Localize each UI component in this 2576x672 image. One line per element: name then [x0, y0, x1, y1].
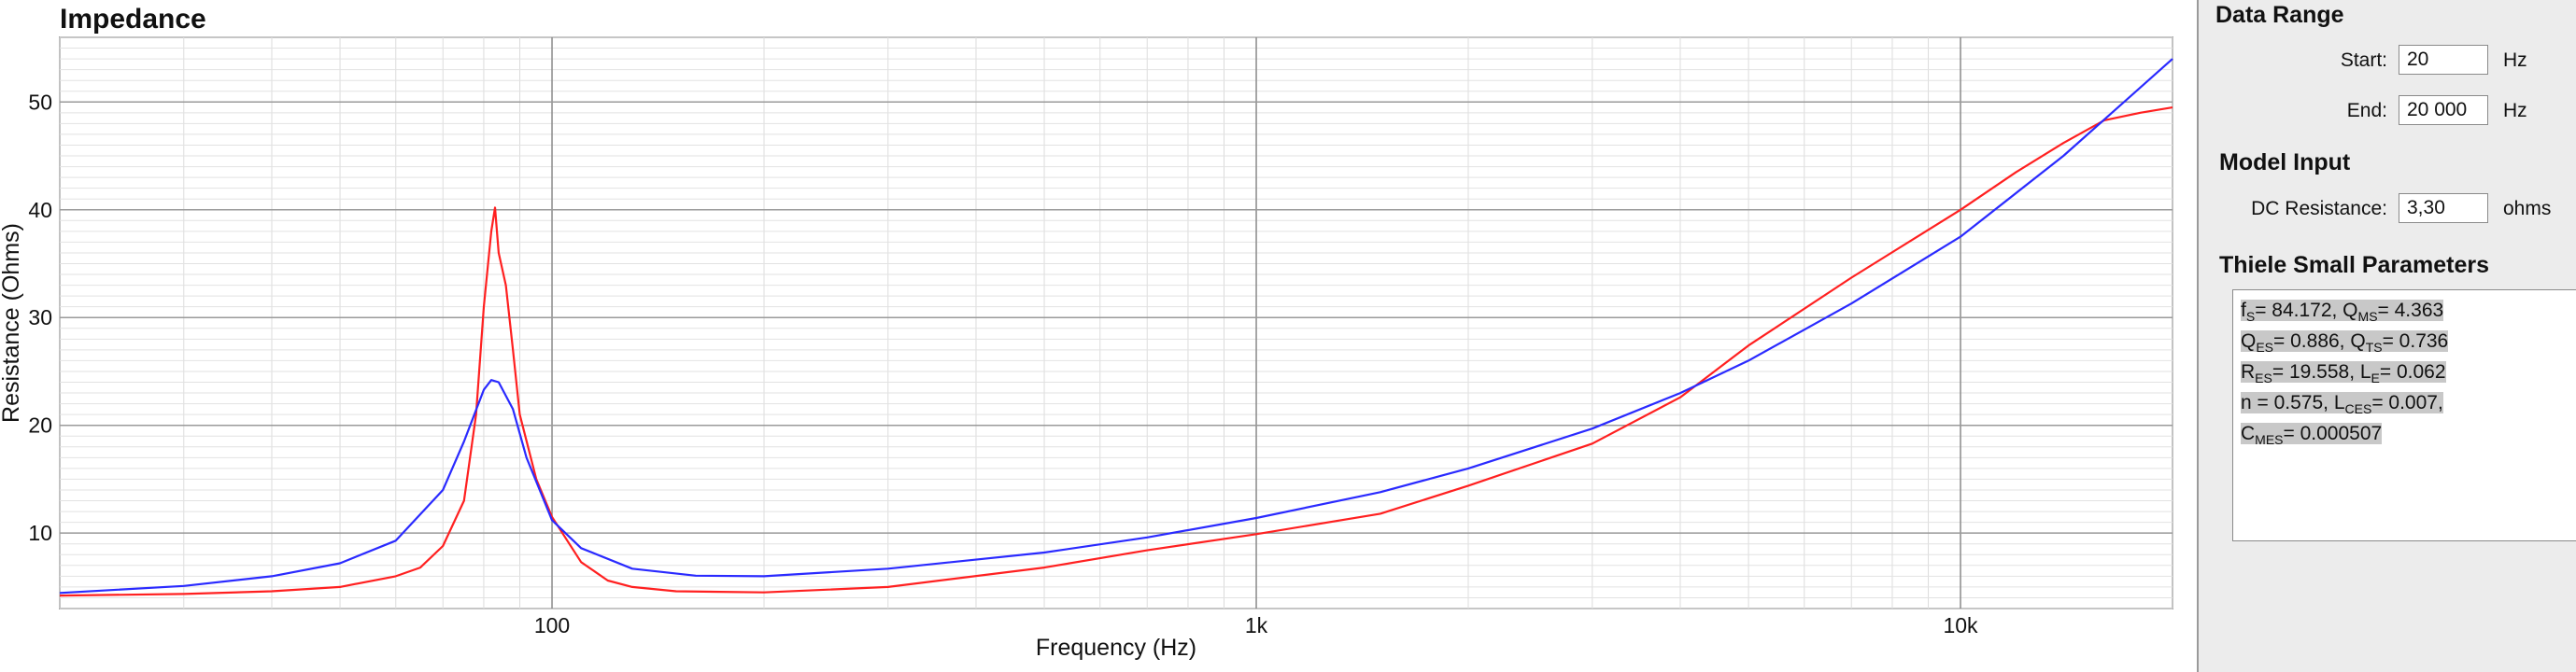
grid — [59, 36, 2173, 609]
x-axis-label: Frequency (Hz) — [1036, 635, 1196, 661]
chart-title: Impedance — [60, 4, 206, 35]
ts-param-line: CMES= 0.000507 — [2241, 418, 2576, 449]
data-range-title: Data Range — [2215, 2, 2344, 28]
x-tick-label: 1k — [1245, 613, 1268, 637]
ts-param-text: fS= 84.172, QMS= 4.363 — [2241, 300, 2444, 324]
ts-param-text: CMES= 0.000507 — [2241, 423, 2383, 447]
y-tick-label: 10 — [28, 521, 52, 545]
dc-resistance-label: DC Resistance: — [2251, 198, 2387, 219]
right-panel: Data Range Start: Hz End: Hz Model Input… — [2197, 0, 2576, 672]
series-group — [59, 58, 2173, 597]
y-axis-label: Resistance (Ohms) — [0, 223, 24, 423]
plot-area — [59, 36, 2173, 609]
end-input[interactable] — [2399, 95, 2488, 125]
series-line-1 — [59, 106, 2173, 597]
ts-param-text: n = 0.575, LCES= 0.007, — [2241, 392, 2443, 416]
y-axis-ticks: 10 20 30 40 50 — [28, 90, 52, 545]
dc-resistance-input[interactable] — [2399, 193, 2488, 223]
ts-param-line: QES= 0.886, QTS= 0.736 — [2241, 326, 2576, 357]
ts-param-text: QES= 0.886, QTS= 0.736 — [2241, 330, 2449, 355]
ts-param-text: RES= 19.558, LE= 0.062 — [2241, 361, 2446, 385]
x-axis-ticks: 100 1k 10k — [534, 613, 1978, 637]
x-tick-label: 100 — [534, 613, 570, 637]
start-input[interactable] — [2399, 45, 2488, 75]
thiele-small-params-box[interactable]: fS= 84.172, QMS= 4.363 QES= 0.886, QTS= 0… — [2232, 289, 2576, 541]
x-tick-label: 10k — [1943, 613, 1978, 637]
end-unit: Hz — [2503, 100, 2527, 121]
y-tick-label: 20 — [28, 413, 52, 438]
thiele-small-title: Thiele Small Parameters — [2219, 252, 2490, 278]
y-tick-label: 50 — [28, 90, 52, 114]
end-label: End: — [2346, 100, 2387, 121]
y-tick-label: 40 — [28, 198, 52, 222]
ts-param-line: fS= 84.172, QMS= 4.363 — [2241, 295, 2576, 326]
model-input-title: Model Input — [2219, 149, 2351, 175]
impedance-chart: Impedance 10 20 30 40 50 100 1k 10k Frequency … — [0, 4, 2173, 661]
y-tick-label: 30 — [28, 305, 52, 329]
dc-resistance-unit: ohms — [2503, 198, 2552, 219]
start-label: Start: — [2340, 49, 2387, 71]
ts-param-line: n = 0.575, LCES= 0.007, — [2241, 387, 2576, 418]
series-line-2 — [59, 58, 2173, 595]
start-unit: Hz — [2503, 49, 2527, 71]
ts-param-line: RES= 19.558, LE= 0.062 — [2241, 357, 2576, 387]
